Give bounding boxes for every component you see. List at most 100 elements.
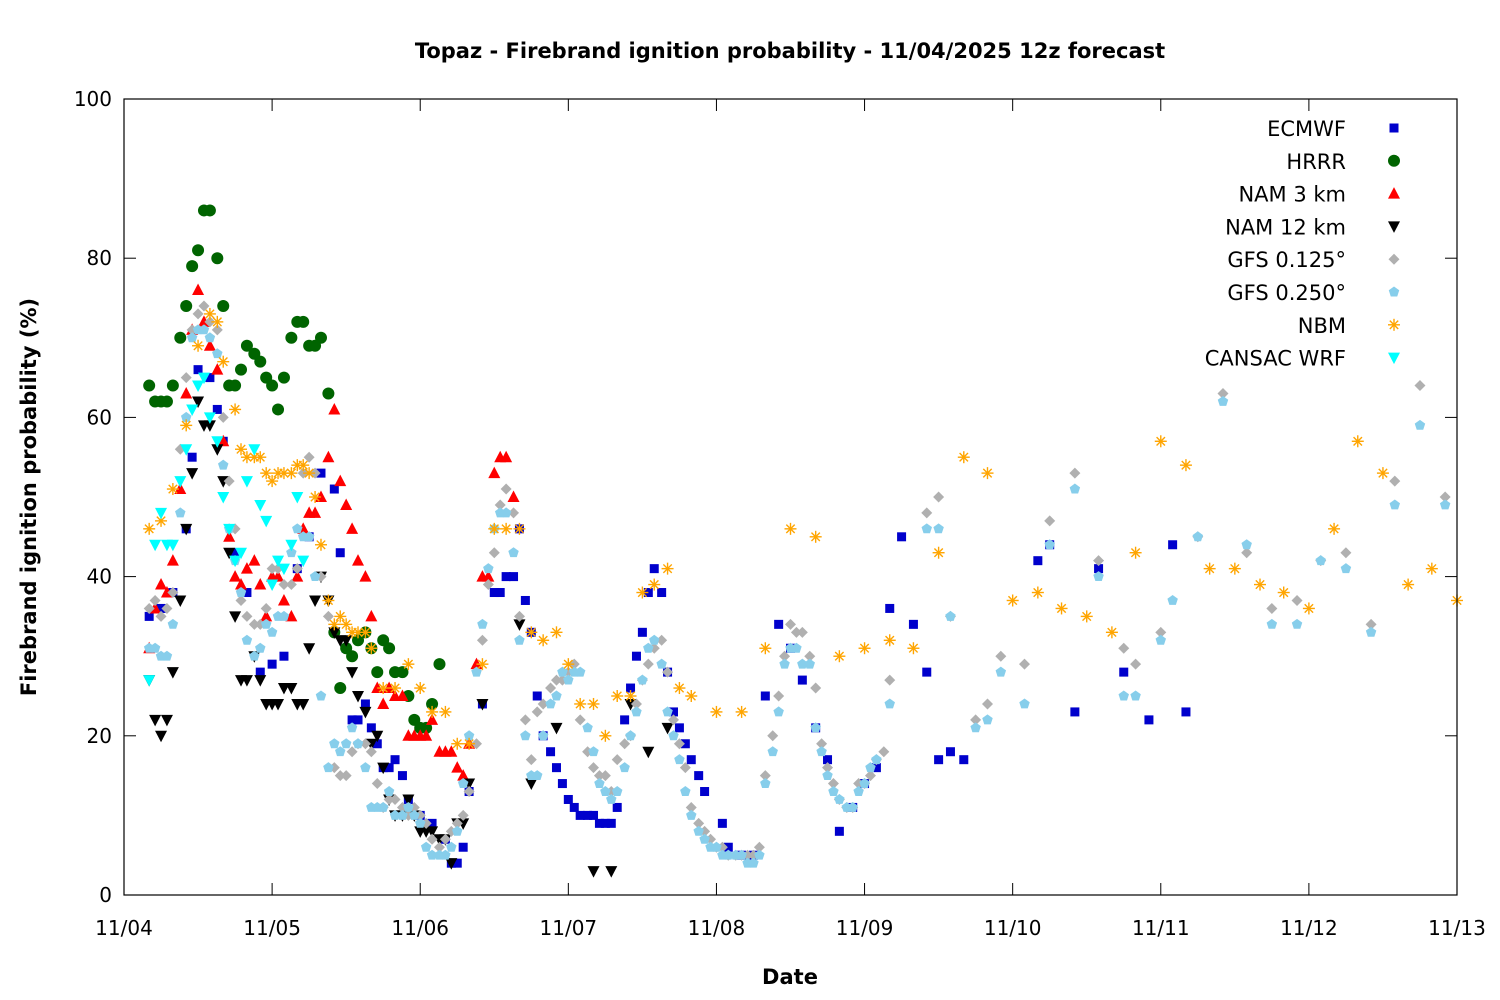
data-point-ecmwf — [1168, 540, 1178, 550]
data-point-gfs-0-250 — [810, 722, 821, 733]
data-point-gfs-0-125 — [248, 618, 260, 630]
data-point-gfs-0-125 — [519, 714, 531, 726]
data-point-ecmwf — [922, 667, 932, 677]
data-point-nam-12-km — [166, 667, 179, 679]
data-point-gfs-0-250 — [945, 610, 956, 621]
data-point-ecmwf — [594, 818, 604, 828]
data-point-gfs-0-250 — [822, 770, 833, 781]
data-point-gfs-0-250 — [360, 762, 371, 773]
data-point-gfs-0-250 — [995, 666, 1007, 677]
data-point-gfs-0-125 — [981, 698, 993, 710]
data-point-ecmwf — [489, 588, 499, 598]
data-point-nam-3-km — [211, 363, 224, 375]
data-point-gfs-0-250 — [175, 507, 186, 518]
data-point-nbm — [500, 522, 513, 535]
data-point-gfs-0-125 — [545, 682, 557, 694]
data-point-gfs-0-125 — [1340, 547, 1352, 559]
x-tick-label: 11/10 — [984, 916, 1042, 940]
data-point-nbm — [833, 650, 846, 663]
data-point-nam-12-km — [203, 420, 216, 432]
data-point-hrrr — [272, 403, 285, 416]
data-point-nbm — [254, 451, 267, 464]
data-point-gfs-0-250 — [186, 332, 198, 343]
data-point-nam-3-km — [248, 554, 261, 566]
data-point-nam-3-km — [352, 554, 365, 566]
data-point-nbm — [735, 705, 748, 718]
data-point-cansac-wrf — [260, 515, 273, 528]
data-point-gfs-0-250 — [767, 746, 778, 757]
data-point-nam-12-km — [211, 444, 224, 456]
data-point-hrrr — [426, 697, 439, 710]
data-point-cansac-wrf — [155, 507, 168, 520]
data-point-hrrr — [383, 642, 396, 655]
data-point-cansac-wrf — [254, 499, 267, 512]
data-point-gfs-0-125 — [662, 666, 674, 678]
data-point-gfs-0-250 — [1217, 395, 1229, 406]
data-point-ecmwf — [563, 794, 573, 804]
data-point-gfs-0-250 — [204, 332, 216, 343]
data-point-gfs-0-125 — [143, 602, 155, 614]
data-point-gfs-0-250 — [865, 762, 876, 773]
data-point-gfs-0-125 — [995, 650, 1007, 662]
data-point-nam-12-km — [192, 396, 205, 408]
data-point-gfs-0-125 — [433, 841, 445, 853]
data-point-gfs-0-250 — [452, 825, 463, 836]
data-point-nam-12-km — [309, 595, 322, 607]
data-point-ecmwf — [329, 484, 339, 494]
data-point-ecmwf — [575, 810, 585, 820]
data-point-ecmwf — [267, 659, 277, 669]
data-point-cansac-wrf — [143, 675, 156, 687]
data-point-nam-3-km — [277, 593, 290, 606]
data-point-gfs-0-125 — [656, 634, 668, 646]
data-point-nbm — [309, 491, 322, 503]
data-point-nam-3-km — [174, 482, 187, 495]
data-point-gfs-0-250 — [871, 754, 882, 765]
y-tick-label: 40 — [87, 565, 112, 589]
data-point-cansac-wrf — [235, 547, 248, 560]
data-point-cansac-wrf — [192, 380, 205, 393]
data-point-nbm — [414, 682, 427, 695]
data-point-hrrr — [433, 658, 446, 671]
data-point-gfs-0-250 — [884, 698, 895, 709]
data-point-nam-12-km — [223, 547, 236, 560]
data-point-gfs-0-250 — [1155, 634, 1167, 645]
data-point-gfs-0-125 — [1069, 467, 1081, 479]
data-point-nbm — [235, 443, 248, 456]
data-point-ecmwf — [557, 779, 567, 789]
data-point-gfs-0-250 — [1069, 483, 1081, 494]
data-point-gfs-0-250 — [414, 817, 426, 828]
data-point-nbm — [1006, 594, 1019, 607]
data-point-gfs-0-250 — [1389, 499, 1401, 510]
data-point-ecmwf — [823, 755, 833, 765]
data-point-nam-3-km — [309, 506, 322, 518]
data-point-gfs-0-125 — [383, 793, 395, 805]
data-point-gfs-0-250 — [500, 507, 512, 518]
x-tick-label: 11/06 — [391, 916, 449, 940]
data-point-nam-12-km — [254, 675, 267, 687]
data-point-gfs-0-250 — [574, 666, 586, 677]
data-point-gfs-0-250 — [643, 642, 654, 653]
data-point-ecmwf — [897, 532, 907, 542]
data-point-gfs-0-250 — [1315, 555, 1326, 566]
data-point-gfs-0-125 — [488, 547, 500, 559]
data-point-ecmwf — [255, 667, 265, 677]
data-point-gfs-0-250 — [1340, 563, 1352, 574]
data-point-ecmwf — [193, 365, 203, 375]
data-point-gfs-0-125 — [1266, 602, 1278, 614]
data-point-gfs-0-250 — [477, 618, 488, 629]
data-point-ecmwf — [353, 715, 363, 725]
data-point-gfs-0-125 — [864, 770, 876, 782]
data-point-gfs-0-125 — [822, 762, 834, 774]
data-point-nam-12-km — [402, 794, 415, 806]
data-point-gfs-0-125 — [796, 626, 808, 638]
data-point-nam-3-km — [346, 522, 359, 534]
data-point-gfs-0-250 — [303, 531, 315, 542]
data-point-ecmwf — [347, 715, 357, 725]
data-point-gfs-0-125 — [574, 714, 586, 726]
data-point-nbm — [365, 642, 378, 655]
legend-label-cansac-wrf: CANSAC WRF — [1205, 347, 1346, 371]
data-point-gfs-0-250 — [779, 658, 790, 669]
data-point-nam-12-km — [346, 667, 359, 679]
data-point-gfs-0-250 — [656, 658, 667, 669]
data-point-ecmwf — [700, 787, 710, 797]
